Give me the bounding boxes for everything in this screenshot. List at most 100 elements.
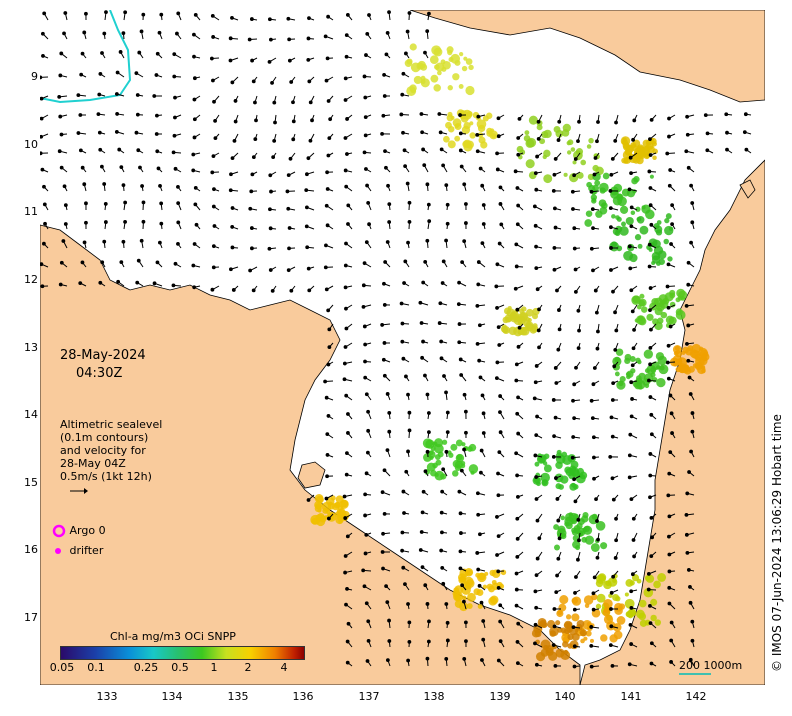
velocity-arrow-head [533, 453, 538, 458]
velocity-arrow-head [402, 511, 406, 515]
chl-pixel [571, 482, 576, 488]
velocity-arrow-head [176, 220, 181, 225]
velocity-arrow-head [251, 79, 256, 84]
velocity-arrow-head [346, 412, 350, 416]
velocity-arrow-head [570, 189, 575, 194]
lat-tick: 17 [24, 611, 38, 624]
velocity-arrow-head [387, 202, 392, 207]
chl-pixel [649, 174, 654, 179]
velocity-arrow-head [689, 183, 694, 188]
velocity-arrow-head [385, 658, 390, 663]
chl-pixel [672, 354, 683, 365]
velocity-arrow-head [589, 664, 594, 669]
velocity-arrow-head [688, 585, 692, 589]
chl-pixel [657, 573, 667, 582]
velocity-arrow-head [250, 172, 255, 177]
colorbar-tick: 0.25 [133, 661, 159, 674]
velocity-arrow-head [230, 80, 235, 85]
velocity-arrow-head [423, 259, 428, 264]
velocity-arrow-head [516, 395, 520, 400]
velocity-arrow-head [481, 637, 486, 642]
velocity-arrow-head [104, 10, 108, 15]
velocity-arrow-head [439, 339, 444, 344]
chl-pixel [682, 364, 690, 372]
chl-pixel [600, 634, 608, 642]
velocity-arrow-head [364, 532, 369, 537]
velocity-arrow-head [268, 268, 273, 272]
velocity-arrow-head [589, 246, 594, 251]
lon-tick: 136 [292, 690, 314, 703]
chl-pixel [631, 295, 641, 306]
velocity-arrow-head [418, 300, 423, 305]
velocity-arrow-head [572, 644, 577, 649]
velocity-arrow-head [326, 99, 331, 103]
velocity-arrow-head [57, 149, 62, 154]
velocity-arrow-head [140, 184, 144, 188]
velocity-arrow-head [306, 266, 311, 271]
velocity-arrow-head [362, 584, 367, 589]
velocity-arrow-head [515, 186, 520, 190]
velocity-arrow-head [192, 285, 197, 290]
velocity-arrow-head [387, 411, 392, 415]
velocity-arrow-head [577, 119, 581, 124]
velocity-arrow-head [361, 305, 366, 309]
chl-pixel [610, 190, 619, 199]
velocity-arrow-head [272, 100, 277, 105]
velocity-arrow-head [595, 139, 599, 144]
velocity-arrow-head [516, 136, 521, 140]
chl-pixel [555, 620, 561, 626]
chl-pixel [524, 130, 530, 136]
velocity-arrow-head [592, 172, 597, 177]
chl-pixel [575, 148, 584, 156]
chl-pixel [434, 438, 444, 448]
velocity-arrow-head [43, 221, 47, 226]
velocity-arrow-head [495, 151, 499, 156]
velocity-arrow-head [191, 263, 196, 268]
velocity-arrow-head [551, 398, 556, 402]
velocity-arrow-head [305, 245, 310, 250]
velocity-arrow-head [324, 496, 329, 501]
chl-pixel [575, 545, 581, 551]
velocity-arrow-head [534, 364, 539, 368]
velocity-arrow-head [344, 54, 349, 59]
chl-pixel [484, 571, 489, 576]
chl-pixel [660, 311, 668, 319]
chl-pixel [541, 130, 549, 139]
velocity-arrow-head [688, 657, 693, 662]
velocity-arrow-head [211, 244, 216, 249]
velocity-arrow-head [515, 307, 520, 312]
velocity-arrow-head [689, 240, 693, 245]
velocity-arrow-head [211, 265, 216, 270]
velocity-arrow-head [287, 246, 291, 251]
velocity-arrow-head [58, 114, 63, 119]
velocity-arrow-head [629, 171, 633, 176]
velocity-arrow-head [41, 54, 45, 58]
chl-pixel [325, 509, 331, 515]
lon-tick: 140 [554, 690, 576, 703]
velocity-arrow-head [614, 538, 619, 543]
chl-pixel [665, 213, 672, 220]
velocity-arrow-head [480, 241, 485, 246]
velocity-arrow-head [385, 448, 390, 453]
velocity-arrow-head [325, 432, 330, 437]
velocity-arrow-head [685, 491, 690, 496]
chl-pixel [469, 121, 474, 126]
velocity-arrow-head [345, 117, 349, 121]
chl-pixel [576, 467, 585, 476]
chl-pixel [638, 599, 647, 608]
chl-pixel [669, 292, 676, 299]
lat-tick: 16 [24, 543, 38, 556]
chl-pixel [459, 568, 469, 578]
velocity-arrow-head [705, 148, 710, 153]
velocity-arrow-head [343, 285, 348, 290]
velocity-arrow-head [554, 590, 559, 595]
velocity-arrow-head [610, 156, 615, 161]
colorbar [60, 646, 305, 660]
chl-pixel [584, 219, 593, 227]
chl-pixel [636, 304, 642, 310]
chl-pixel [596, 593, 606, 603]
map-frame[interactable] [40, 10, 765, 685]
velocity-arrow-head [134, 130, 139, 135]
velocity-arrow-head [171, 150, 176, 155]
velocity-arrow-head [345, 660, 350, 665]
